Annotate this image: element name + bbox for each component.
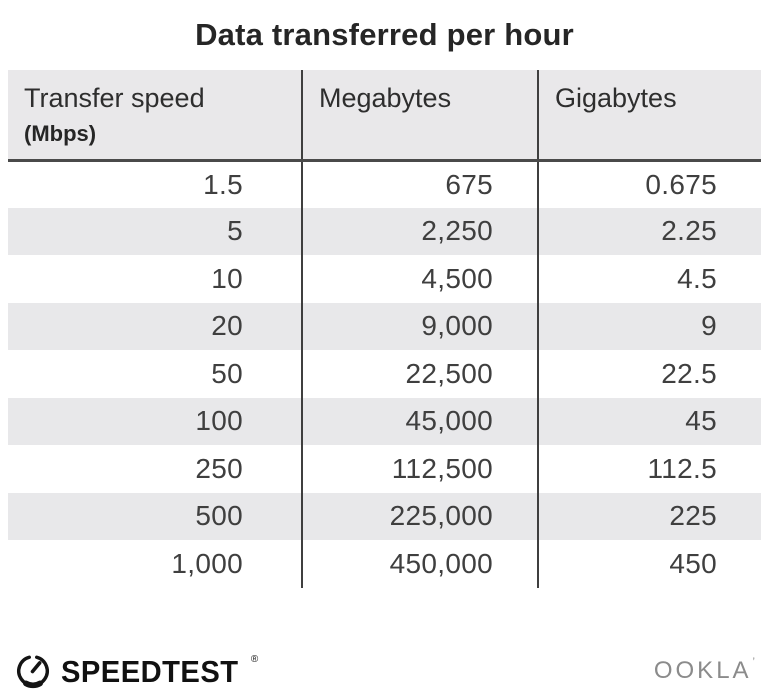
- column-header-unit: (Mbps): [24, 120, 97, 146]
- cell-megabytes: 4,500: [301, 255, 538, 303]
- table-row: 20 9,000 9: [8, 302, 761, 350]
- cell-speed: 1.5: [203, 168, 243, 200]
- table-header-row: Transfer speed (Mbps) Megabytes Gigabyte…: [8, 70, 761, 160]
- cell-megabytes: 45,000: [301, 397, 538, 445]
- table-row: 250 112,500 112.5: [8, 445, 761, 493]
- speedtest-wordmark: SPEEDTEST: [61, 653, 239, 689]
- data-table: Transfer speed (Mbps) Megabytes Gigabyte…: [8, 70, 761, 588]
- cell-megabytes: 2,250: [301, 207, 538, 255]
- table-row: 5 2,250 2.25: [8, 207, 761, 255]
- cell-gigabytes: 2.25: [537, 207, 761, 255]
- cell-megabytes: 22,500: [301, 350, 538, 398]
- cell-gigabytes: 9: [537, 302, 761, 350]
- speedtest-logo: SPEEDTEST ®: [14, 652, 258, 690]
- table-row: 1,000 450,000 450: [8, 540, 761, 588]
- cell-gigabytes: 225: [537, 492, 761, 540]
- page-title: Data transferred per hour: [195, 17, 574, 52]
- column-header-megabytes: Megabytes: [301, 70, 538, 160]
- cell-gigabytes: 4.5: [537, 255, 761, 303]
- column-header-gigabytes: Gigabytes: [537, 70, 761, 160]
- cell-speed: 500: [195, 500, 243, 532]
- cell-gigabytes: 450: [537, 540, 761, 588]
- cell-megabytes: 225,000: [301, 492, 538, 540]
- cell-megabytes: 450,000: [301, 540, 538, 588]
- cell-megabytes: 112,500: [301, 445, 538, 493]
- cell-gigabytes: 112.5: [537, 445, 761, 493]
- footer: SPEEDTEST ® OOKLA ’: [0, 652, 769, 690]
- cell-megabytes: 9,000: [301, 302, 538, 350]
- cell-speed: 5: [227, 215, 243, 247]
- ookla-logo: OOKLA ’: [653, 656, 755, 684]
- cell-speed: 50: [211, 357, 243, 389]
- registered-trademark-icon: ®: [250, 654, 259, 665]
- table-row: 10 4,500 4.5: [8, 255, 761, 303]
- speedtest-gauge-icon: [17, 655, 49, 689]
- table-row: 100 45,000 45: [8, 397, 761, 445]
- cell-gigabytes: 22.5: [537, 350, 761, 398]
- cell-speed: 1,000: [171, 547, 243, 579]
- table-row: 50 22,500 22.5: [8, 350, 761, 398]
- trademark-tick-icon: ’: [752, 656, 755, 668]
- cell-speed: 100: [195, 405, 243, 437]
- column-header-label: Transfer speed: [24, 83, 205, 113]
- cell-gigabytes: 0.675: [537, 160, 761, 208]
- column-header-transfer-speed: Transfer speed (Mbps): [8, 70, 302, 160]
- cell-speed: 20: [211, 310, 243, 342]
- table-row: 500 225,000 225: [8, 492, 761, 540]
- cell-speed: 10: [211, 262, 243, 294]
- column-header-label: Gigabytes: [555, 83, 677, 113]
- cell-speed: 250: [195, 452, 243, 484]
- table-row: 1.5 675 0.675: [8, 160, 761, 208]
- cell-megabytes: 675: [301, 160, 538, 208]
- cell-gigabytes: 45: [537, 397, 761, 445]
- ookla-wordmark: OOKLA: [653, 657, 752, 684]
- column-header-label: Megabytes: [319, 83, 452, 113]
